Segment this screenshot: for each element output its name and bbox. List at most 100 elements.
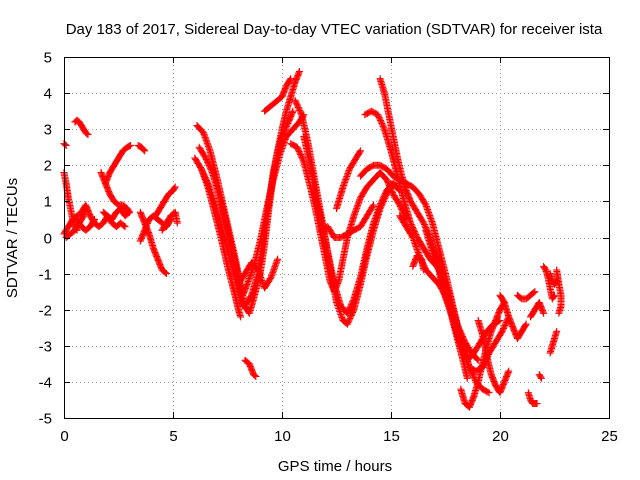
data-point-marker — [298, 155, 306, 163]
data-point-marker — [370, 201, 378, 209]
data-point-marker — [501, 322, 509, 330]
data-point-marker — [420, 219, 428, 227]
series-arc-21 — [261, 75, 295, 115]
data-point-marker — [459, 348, 467, 356]
data-point-marker — [343, 309, 351, 317]
series-arc-38 — [513, 288, 539, 303]
data-point-marker — [346, 314, 354, 322]
y-tick-label: -4 — [39, 375, 52, 392]
series-arc-26 — [333, 147, 364, 213]
series-arc-08 — [101, 141, 134, 187]
data-point-marker — [379, 199, 387, 207]
data-point-marker — [378, 200, 386, 208]
series-arc-41 — [524, 389, 541, 408]
data-point-marker — [378, 119, 386, 127]
data-point-marker — [501, 320, 509, 328]
data-point-marker — [555, 309, 563, 317]
data-point-marker — [121, 223, 129, 231]
data-point-marker — [125, 208, 133, 216]
data-point-marker — [297, 152, 305, 160]
series-arc-37 — [527, 298, 548, 321]
data-point-marker — [379, 122, 387, 130]
data-point-marker — [125, 142, 133, 150]
y-tick-label: -2 — [39, 303, 52, 320]
data-point-marker — [141, 147, 149, 155]
data-point-marker — [484, 388, 492, 396]
data-point-marker — [206, 164, 214, 172]
data-point-marker — [460, 349, 468, 357]
y-tick-label: 2 — [44, 158, 52, 175]
data-point-marker — [347, 311, 355, 319]
series-arc-13 — [152, 183, 179, 220]
axis-ticks: 0 5 10 15 20 25 -5 -4 -3 -2 -1 0 1 2 3 4 5 — [39, 50, 618, 446]
data-point-marker — [61, 141, 69, 149]
x-tick-label: 25 — [601, 428, 618, 445]
data-point-marker — [346, 304, 354, 312]
series-arc-10 — [134, 141, 149, 155]
data-point-marker — [293, 143, 301, 151]
data-point-marker — [375, 114, 383, 122]
y-tick-label: 1 — [44, 194, 52, 211]
y-tick-label: -3 — [39, 339, 52, 356]
series-arc-25 — [317, 201, 378, 241]
data-point-marker — [298, 153, 306, 161]
data-point-marker — [530, 289, 538, 297]
y-axis-label: SDTVAR / TECUs — [4, 178, 21, 298]
data-point-marker — [463, 374, 471, 382]
data-point-marker — [500, 323, 508, 331]
data-point-marker — [295, 148, 303, 156]
data-point-marker — [126, 141, 134, 149]
data-point-marker — [344, 308, 352, 316]
data-point-marker — [204, 160, 212, 168]
data-point-marker — [550, 292, 558, 300]
data-point-marker — [202, 154, 210, 162]
series-arc-40 — [546, 327, 561, 357]
data-point-marker — [296, 108, 304, 116]
data-point-marker — [531, 288, 539, 296]
series-arc-04 — [71, 116, 92, 139]
data-point-marker — [84, 131, 92, 139]
data-point-marker — [409, 223, 417, 231]
data-point-marker — [274, 255, 282, 263]
series-arc-14 — [158, 208, 181, 234]
data-point-marker — [396, 202, 404, 210]
data-point-marker — [292, 99, 300, 107]
data-point-marker — [537, 373, 545, 381]
series-arc-09 — [99, 208, 129, 231]
data-point-marker — [162, 270, 170, 278]
data-point-marker — [293, 101, 301, 109]
data-point-marker — [173, 219, 181, 227]
data-point-marker — [237, 313, 245, 321]
data-point-marker — [170, 184, 178, 192]
data-point-marker — [457, 343, 465, 351]
data-point-marker — [356, 147, 364, 155]
data-point-marker — [292, 98, 300, 106]
data-point-marker — [380, 196, 388, 204]
data-point-marker — [296, 106, 304, 114]
data-point-marker — [345, 306, 353, 314]
data-point-marker — [90, 217, 98, 225]
series-arc-23 — [291, 96, 404, 317]
data-marks — [60, 67, 565, 411]
data-point-marker — [387, 179, 395, 187]
data-point-marker — [251, 372, 259, 380]
y-tick-label: 5 — [44, 50, 52, 67]
data-point-marker — [551, 291, 558, 299]
data-point-marker — [469, 371, 477, 379]
data-point-marker — [397, 204, 405, 212]
data-point-marker — [407, 219, 415, 227]
data-point-marker — [499, 324, 507, 332]
data-point-marker — [421, 222, 429, 230]
data-point-marker — [505, 367, 513, 375]
data-point-marker — [297, 150, 305, 158]
data-point-marker — [377, 118, 385, 126]
data-point-marker — [294, 104, 302, 112]
data-point-marker — [295, 67, 303, 75]
data-point-marker — [533, 400, 541, 408]
data-point-marker — [299, 156, 307, 164]
data-point-marker — [381, 193, 389, 201]
data-point-marker — [91, 215, 99, 223]
y-tick-label: 4 — [44, 86, 52, 103]
data-point-marker — [345, 317, 353, 325]
